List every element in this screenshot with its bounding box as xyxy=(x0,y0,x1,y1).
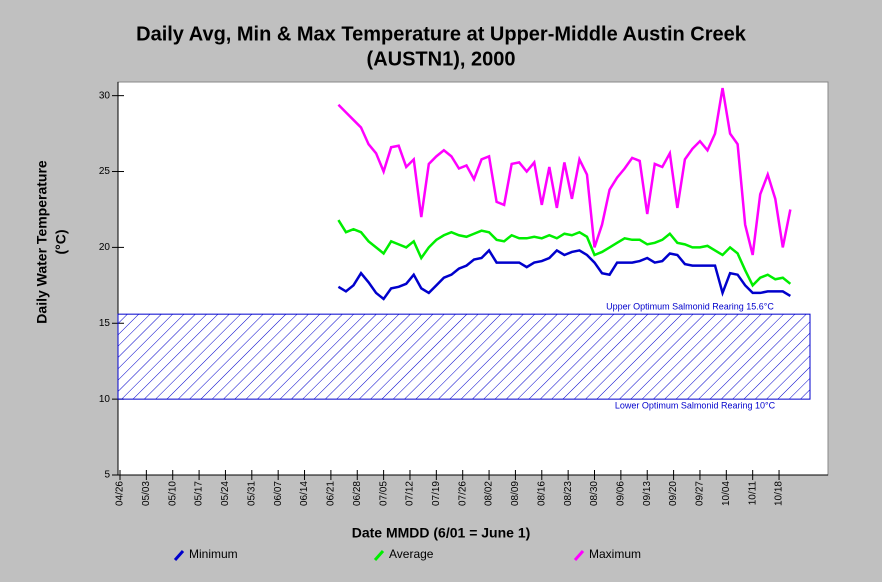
x-tick-label: 08/09 xyxy=(510,481,521,506)
band-label: Upper Optimum Salmonid Rearing 15.6°C xyxy=(606,302,774,312)
x-tick-label: 05/03 xyxy=(141,481,152,506)
y-tick-label: 30 xyxy=(99,90,111,101)
x-axis-label: Date MMDD (6/01 = June 1) xyxy=(352,525,531,541)
chart-title: (AUSTN1), 2000 xyxy=(367,48,516,70)
x-tick-label: 05/24 xyxy=(220,481,231,506)
y-tick-label: 15 xyxy=(99,318,111,329)
x-tick-label: 08/23 xyxy=(563,481,574,506)
x-tick-label: 05/10 xyxy=(167,481,178,506)
x-tick-label: 05/31 xyxy=(246,481,257,506)
legend-swatch xyxy=(373,550,385,561)
x-tick-label: 08/16 xyxy=(536,481,547,506)
x-tick-label: 09/27 xyxy=(695,481,706,506)
x-tick-label: 10/11 xyxy=(747,481,758,506)
legend-label: Maximum xyxy=(589,547,641,561)
data-line xyxy=(337,248,791,301)
data-line xyxy=(337,219,792,288)
y-axis-label: Daily Water Temperature xyxy=(34,160,50,324)
y-tick-label: 5 xyxy=(104,470,110,481)
data-line xyxy=(337,87,792,256)
x-tick-label: 08/30 xyxy=(589,481,600,506)
x-tick-label: 08/02 xyxy=(484,481,495,506)
x-tick-label: 06/07 xyxy=(273,481,284,506)
x-tick-label: 07/19 xyxy=(431,481,442,506)
x-tick-label: 09/20 xyxy=(668,481,679,506)
y-axis-label: (°C) xyxy=(53,229,69,254)
x-tick-label: 07/26 xyxy=(457,481,468,506)
y-tick-label: 20 xyxy=(99,242,111,253)
plot-area xyxy=(117,81,829,476)
y-tick-label: 25 xyxy=(99,166,111,177)
x-tick-label: 09/06 xyxy=(616,481,627,506)
legend-swatch xyxy=(173,550,185,561)
y-tick-label: 10 xyxy=(99,394,111,405)
x-tick-label: 06/21 xyxy=(326,481,337,506)
x-tick-label: 04/26 xyxy=(115,481,126,506)
x-tick-label: 09/13 xyxy=(642,481,653,506)
x-tick-label: 10/04 xyxy=(721,481,732,506)
legend-swatch xyxy=(573,550,585,561)
x-tick-label: 10/18 xyxy=(774,481,785,506)
chart-title: Daily Avg, Min & Max Temperature at Uppe… xyxy=(136,23,747,45)
x-tick-label: 06/14 xyxy=(299,481,310,506)
x-tick-label: 05/17 xyxy=(194,481,205,506)
rearing-band xyxy=(117,313,811,400)
x-tick-label: 07/12 xyxy=(405,481,416,506)
legend-label: Minimum xyxy=(189,547,238,561)
legend-label: Average xyxy=(389,547,434,561)
x-tick-label: 06/28 xyxy=(352,481,363,506)
band-label: Lower Optimum Salmonid Rearing 10°C xyxy=(615,401,776,411)
x-tick-label: 07/05 xyxy=(378,481,389,506)
